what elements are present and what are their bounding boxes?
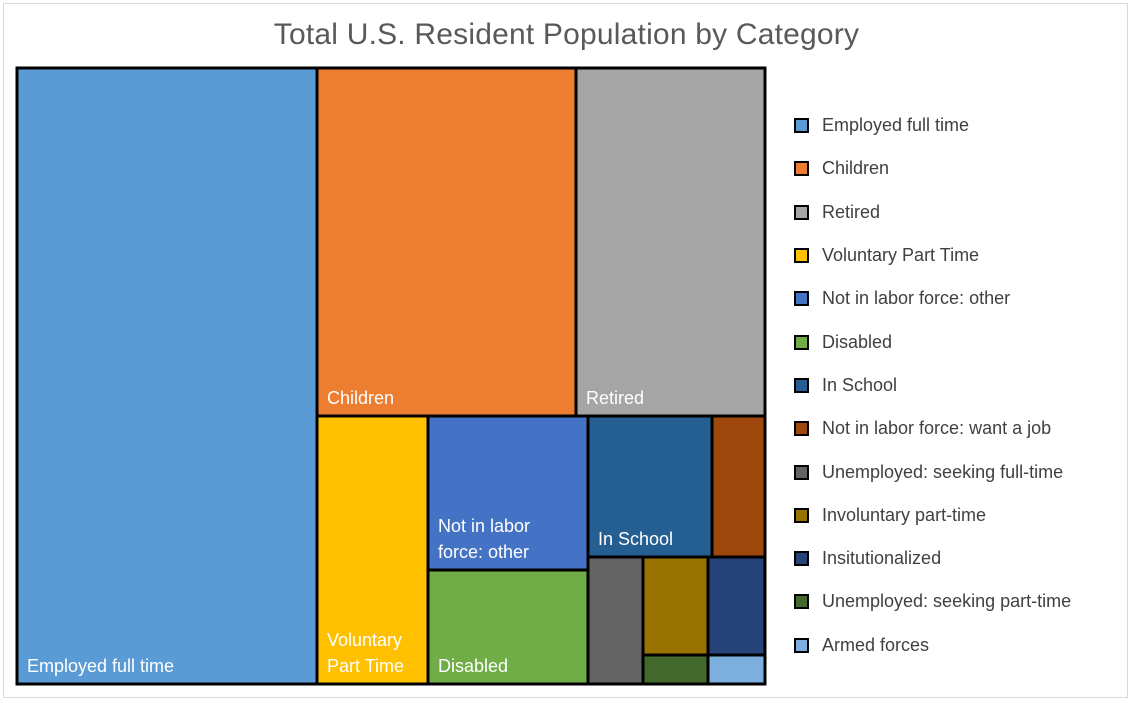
legend-item-armed-forces: Armed forces — [794, 624, 1071, 667]
treemap-cell-involuntary-part-time — [641, 555, 710, 657]
treemap-rect-employed-full-time — [15, 66, 319, 686]
legend-item-involuntary-part-time: Involuntary part-time — [794, 494, 1071, 537]
legend-swatch — [794, 204, 809, 220]
legend-label: Armed forces — [822, 634, 930, 655]
treemap-rect-retired — [574, 66, 767, 418]
legend-label: Involuntary part-time — [822, 504, 987, 525]
legend-swatch — [794, 334, 809, 350]
legend-item-unemployed-seeking-part-time: Unemployed: seeking part-time — [794, 580, 1071, 623]
treemap-cell-children: Children — [315, 66, 578, 418]
legend-swatch — [794, 291, 809, 307]
legend-label: Voluntary Part Time — [822, 245, 980, 266]
treemap-cell-insitutionalized — [706, 555, 767, 657]
treemap-cell-retired: Retired — [574, 66, 767, 418]
treemap-cell-not-in-labor-force-want-a-job — [710, 414, 767, 559]
chart-title: Total U.S. Resident Population by Catego… — [273, 18, 860, 51]
treemap-rect-insitutionalized — [706, 555, 767, 657]
cell-label-not-in-labor-force-other: Not in labor force: other — [438, 516, 530, 562]
legend-swatch — [794, 637, 809, 653]
legend-item-children: Children — [794, 147, 1071, 190]
treemap-cell-employed-full-time: Employed full time — [15, 66, 319, 686]
legend-item-disabled: Disabled — [794, 320, 1071, 363]
legend-label: Children — [822, 158, 890, 179]
legend-item-not-in-labor-force-other: Not in labor force: other — [794, 277, 1071, 320]
treemap-cell-armed-forces — [706, 653, 767, 686]
legend-item-voluntary-part-time: Voluntary Part Time — [794, 234, 1071, 277]
cell-label-children: Children — [327, 388, 394, 408]
cell-label-retired: Retired — [586, 388, 644, 408]
treemap-rect-unemployed-seeking-part-time — [641, 653, 710, 686]
treemap-cell-in-school: In School — [586, 414, 714, 559]
legend-label: Employed full time — [822, 115, 970, 136]
legend-swatch — [794, 248, 809, 264]
legend-swatch — [794, 551, 809, 567]
legend-swatch — [794, 161, 809, 177]
treemap-rect-disabled — [426, 568, 590, 686]
treemap-cell-unemployed-seeking-full-time — [586, 555, 645, 686]
legend-swatch — [794, 118, 809, 134]
cell-label-employed-full-time: Employed full time — [27, 656, 174, 676]
legend-label: Disabled — [822, 331, 893, 352]
treemap-rect-not-in-labor-force-want-a-job — [710, 414, 767, 559]
treemap-cell-disabled: Disabled — [426, 568, 590, 686]
legend-swatch — [794, 421, 809, 437]
legend-item-in-school: In School — [794, 364, 1071, 407]
legend-item-employed-full-time: Employed full time — [794, 104, 1071, 147]
legend-label: Not in labor force: other — [822, 288, 1011, 309]
treemap-rect-armed-forces — [706, 653, 767, 686]
legend-item-not-in-labor-force-want-a-job: Not in labor force: want a job — [794, 407, 1071, 450]
treemap-rect-involuntary-part-time — [641, 555, 710, 657]
treemap-cell-voluntary-part-time: Voluntary Part Time — [315, 414, 430, 686]
treemap-rect-children — [315, 66, 578, 418]
legend-label: Not in labor force: want a job — [822, 418, 1052, 439]
legend-swatch — [794, 464, 809, 480]
legend: Employed full time Children Retired Volunta… — [794, 104, 1071, 667]
legend-item-insitutionalized: Insitutionalized — [794, 537, 1071, 580]
legend-item-unemployed-seeking-full-time: Unemployed: seeking full-time — [794, 450, 1071, 493]
legend-swatch — [794, 507, 809, 523]
legend-label: Unemployed: seeking part-time — [822, 591, 1072, 612]
legend-label: Unemployed: seeking full-time — [822, 461, 1064, 482]
legend-label: Insitutionalized — [822, 548, 942, 569]
treemap-cell-not-in-labor-force-other: Not in labor force: other — [426, 414, 590, 572]
legend-swatch — [794, 594, 809, 610]
treemap-rect-in-school — [586, 414, 714, 559]
legend-label: Retired — [822, 201, 881, 222]
treemap-rect-unemployed-seeking-full-time — [586, 555, 645, 686]
cell-label-disabled: Disabled — [438, 656, 508, 676]
cell-label-in-school: In School — [598, 529, 673, 549]
cell-label-voluntary-part-time: Voluntary Part Time — [327, 630, 404, 676]
legend-label: In School — [822, 374, 898, 395]
legend-item-retired: Retired — [794, 191, 1071, 234]
treemap-cell-unemployed-seeking-part-time — [641, 653, 710, 686]
legend-swatch — [794, 377, 809, 393]
